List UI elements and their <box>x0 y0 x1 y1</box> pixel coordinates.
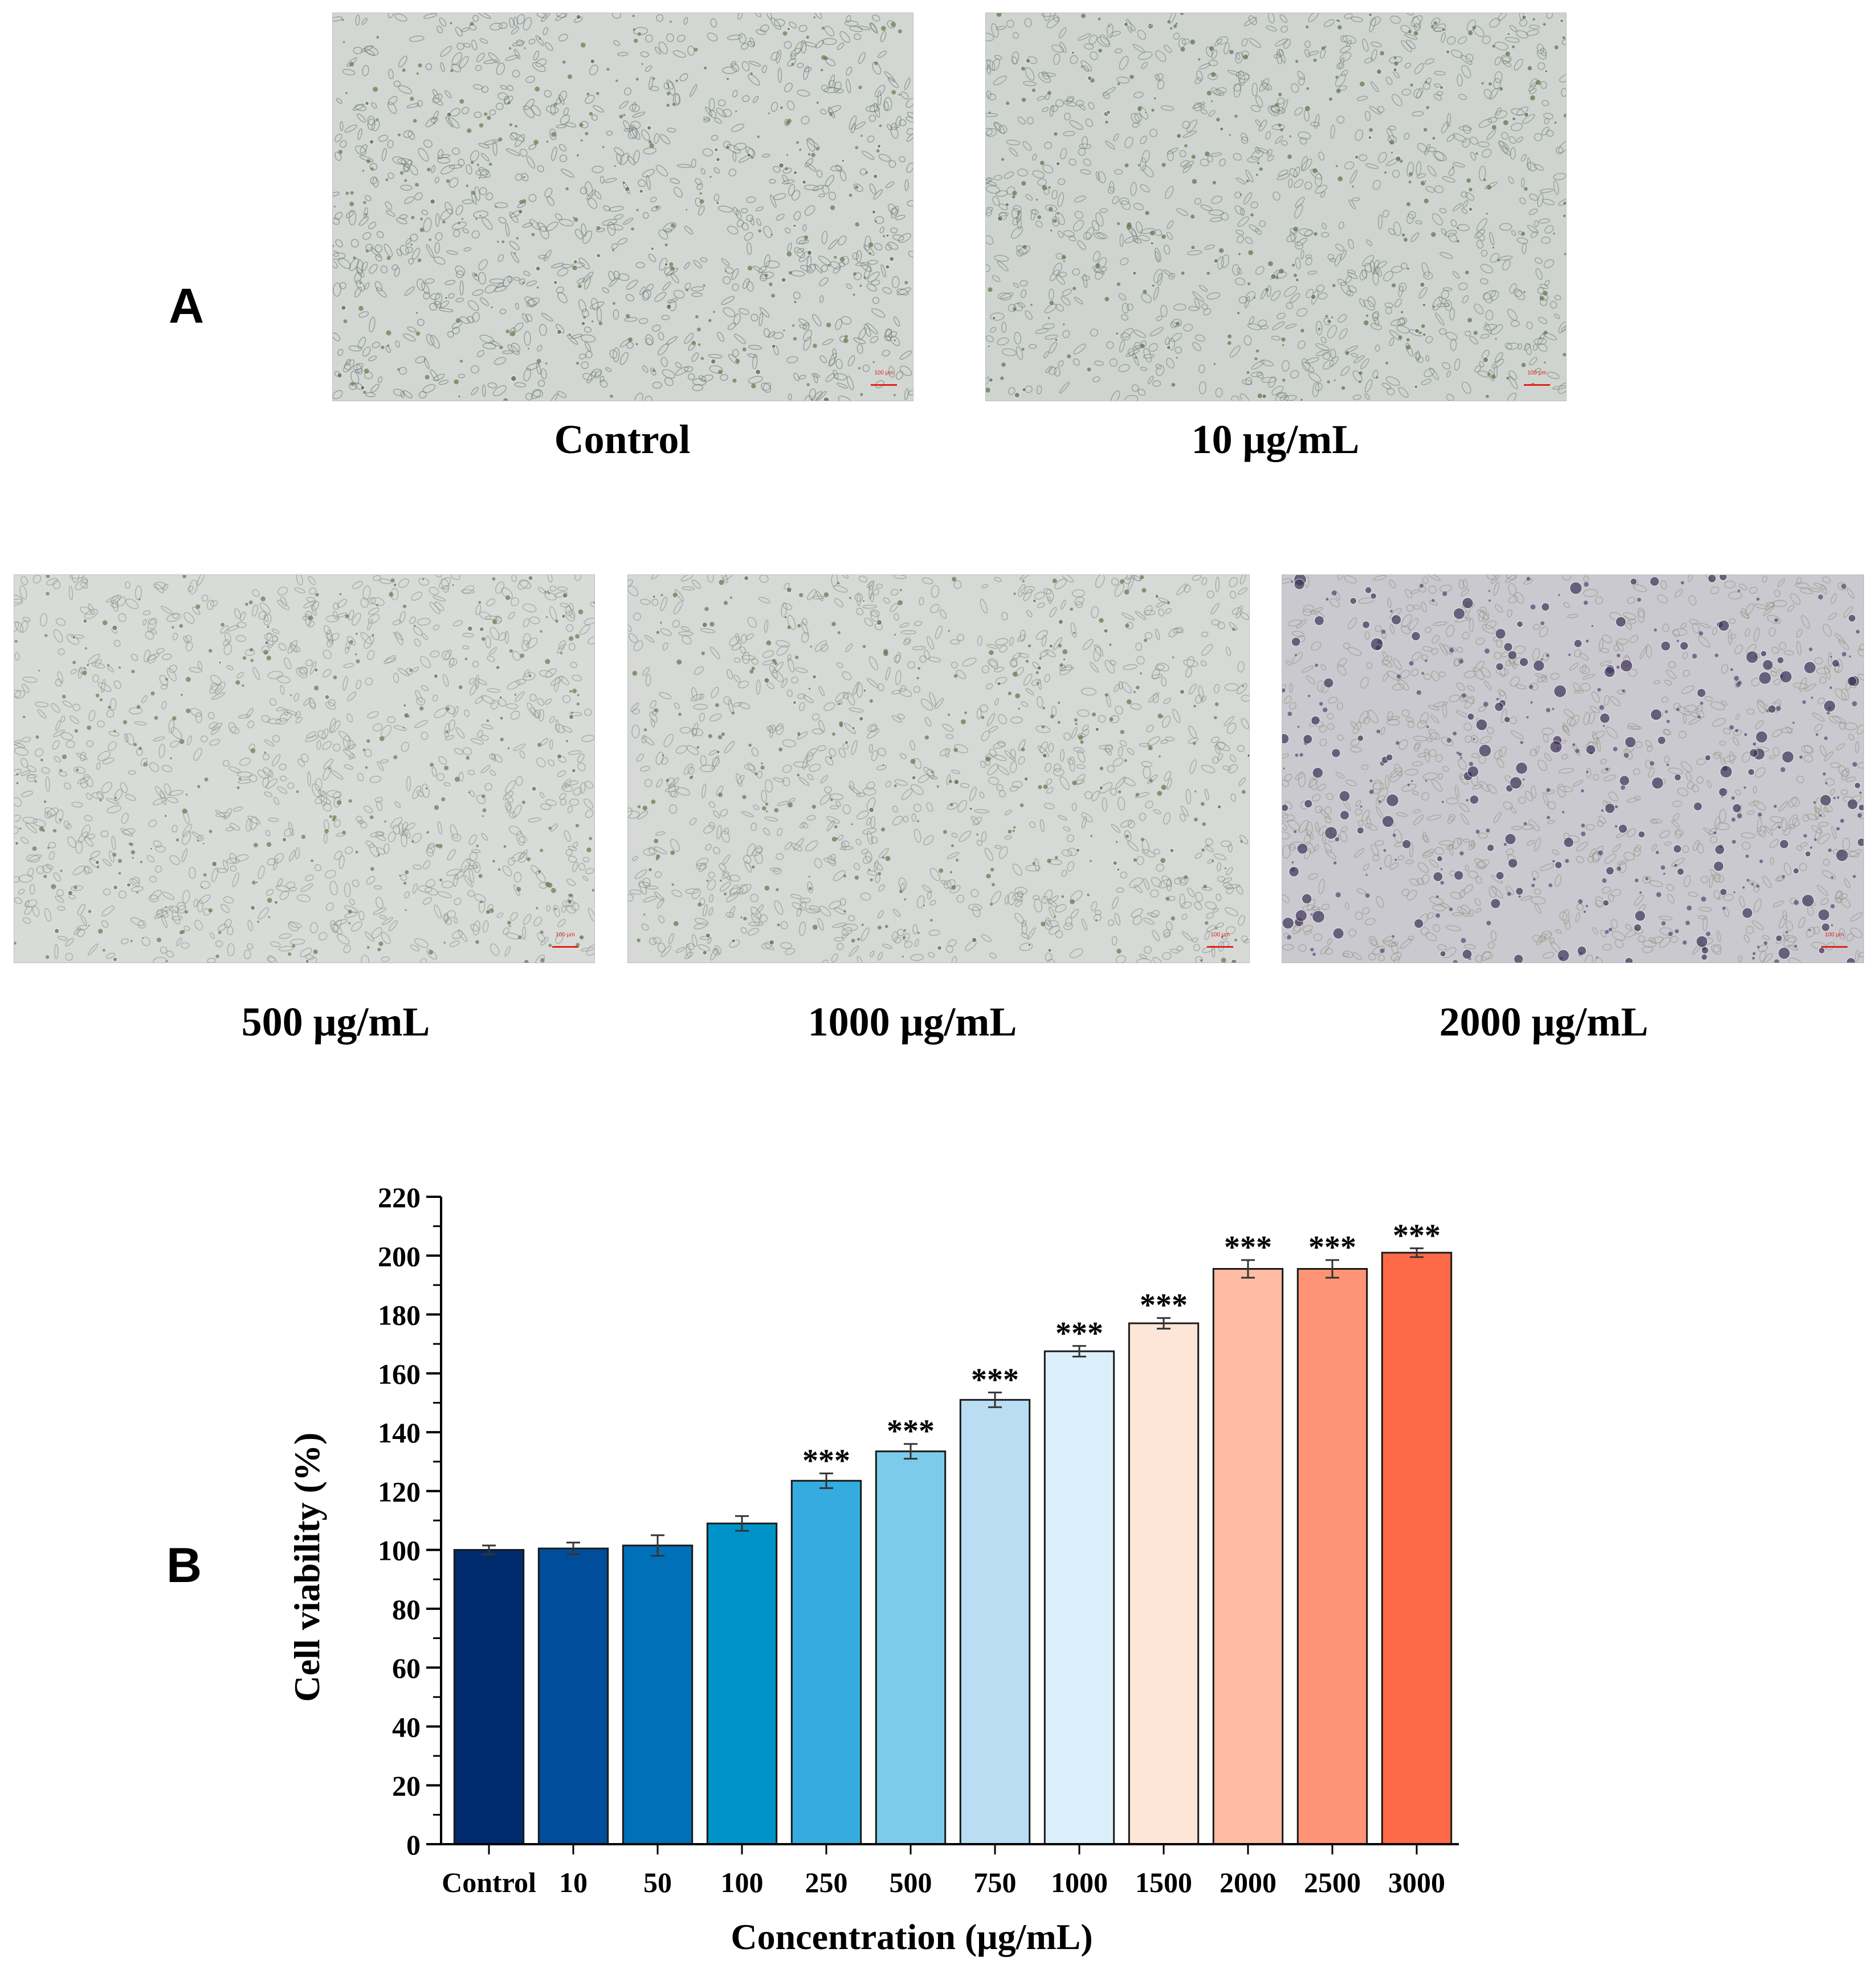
bar-3000 <box>1381 1251 1453 1845</box>
y-tick-label: 60 <box>392 1652 421 1684</box>
significance-label-3000: *** <box>1393 1218 1441 1253</box>
bar-2000 <box>1212 1268 1284 1845</box>
scale-bar-text: 100 μm <box>1210 932 1230 938</box>
x-axis-ticks: Control 10 50 100 250 500 750 1000 1500 2000 2500 3… <box>442 1844 1445 1898</box>
scale-bar: 100 μm <box>1207 932 1233 948</box>
scale-bar: 100 μm <box>1821 932 1848 948</box>
cell-field <box>14 575 594 963</box>
y-tick-label: 0 <box>406 1829 421 1861</box>
x-tick-label-1500: 1500 <box>1135 1866 1192 1898</box>
x-axis-label: Concentration (μg/mL) <box>731 1917 1092 1957</box>
y-tick-label: 20 <box>392 1770 421 1802</box>
micrograph-10: 100 μm <box>985 13 1567 401</box>
significance-label-500: *** <box>887 1414 935 1449</box>
cell-field <box>333 13 913 401</box>
bar-1500 <box>1128 1322 1200 1845</box>
micrograph-label-control: Control <box>554 417 691 462</box>
y-tick-label: 120 <box>378 1475 421 1507</box>
micrograph-label-1000: 1000 μg/mL <box>808 999 1017 1045</box>
significance-label-2000: *** <box>1224 1230 1272 1265</box>
scale-bar: 100 μm <box>871 370 897 386</box>
micrograph-label-500: 500 μg/mL <box>241 999 430 1045</box>
y-tick-label: 140 <box>378 1417 421 1449</box>
x-tick-label-750: 750 <box>974 1866 1017 1898</box>
cell-field <box>986 13 1566 401</box>
significance-label-1000: *** <box>1055 1316 1103 1351</box>
x-tick-label-50: 50 <box>643 1866 672 1898</box>
scale-bar: 100 μm <box>552 932 578 948</box>
micrograph-2000: 100 μm <box>1282 574 1864 963</box>
x-tick-label-10: 10 <box>559 1866 588 1898</box>
micrograph-label-2000: 2000 μg/mL <box>1439 999 1649 1045</box>
scale-bar-text: 100 μm <box>1825 932 1844 938</box>
bar-Control <box>453 1549 525 1845</box>
significance-label-750: *** <box>971 1362 1019 1397</box>
x-tick-label-100: 100 <box>721 1866 764 1898</box>
scale-bar-text: 100 μm <box>556 932 575 938</box>
x-tick-label-2500: 2500 <box>1304 1866 1361 1898</box>
x-tick-label-Control: Control <box>442 1866 536 1898</box>
bar-1000 <box>1043 1350 1115 1845</box>
x-tick-label-500: 500 <box>890 1866 932 1898</box>
bar-500 <box>875 1450 947 1845</box>
y-tick-label: 180 <box>378 1299 421 1331</box>
y-tick-label: 160 <box>378 1358 421 1390</box>
y-tick-label: 220 <box>378 1181 421 1213</box>
y-tick-label: 200 <box>378 1240 421 1272</box>
micrograph-control: 100 μm <box>332 13 913 401</box>
y-axis-ticks: 0 20 40 60 80 100 120 140 160 180 200 220 <box>378 1181 441 1861</box>
y-tick-label: 80 <box>392 1593 421 1625</box>
bar-250 <box>790 1479 862 1845</box>
scale-bar: 100 μm <box>1524 370 1550 386</box>
significance-label-250: *** <box>802 1443 850 1478</box>
panel-a-letter: A <box>169 279 205 333</box>
x-tick-label-2000: 2000 <box>1220 1866 1277 1898</box>
y-tick-label: 100 <box>378 1535 421 1567</box>
x-tick-label-3000: 3000 <box>1388 1866 1445 1898</box>
cell-field <box>1282 575 1863 963</box>
significance-label-1500: *** <box>1140 1288 1188 1323</box>
x-tick-label-250: 250 <box>805 1866 848 1898</box>
y-tick-label: 40 <box>392 1711 421 1743</box>
bar-2500 <box>1296 1268 1368 1845</box>
bar-10 <box>537 1547 609 1845</box>
significance-label-2500: *** <box>1308 1230 1356 1265</box>
y-axis-label: Cell viability (%) <box>287 1433 327 1702</box>
bar-50 <box>622 1544 694 1845</box>
scale-bar-text: 100 μm <box>874 370 894 376</box>
cell-field <box>628 575 1249 963</box>
bar-100 <box>706 1522 778 1845</box>
bars: *** *** *** *** *** *** *** *** <box>453 1218 1453 1845</box>
scale-bar-text: 100 μm <box>1527 370 1547 376</box>
panel-b-letter: B <box>166 1538 202 1593</box>
bar-750 <box>959 1399 1031 1845</box>
micrograph-1000: 100 μm <box>627 574 1250 963</box>
x-tick-label-1000: 1000 <box>1051 1866 1108 1898</box>
micrograph-label-10: 10 μg/mL <box>1191 417 1360 462</box>
micrograph-500: 100 μm <box>14 574 595 963</box>
